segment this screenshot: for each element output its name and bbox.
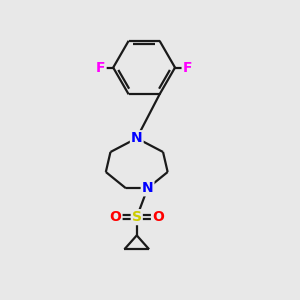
Text: O: O <box>152 210 164 224</box>
Text: N: N <box>131 131 142 145</box>
Text: S: S <box>132 210 142 224</box>
Text: F: F <box>183 61 192 75</box>
Text: N: N <box>142 181 153 195</box>
Text: F: F <box>96 61 106 75</box>
Text: O: O <box>110 210 122 224</box>
